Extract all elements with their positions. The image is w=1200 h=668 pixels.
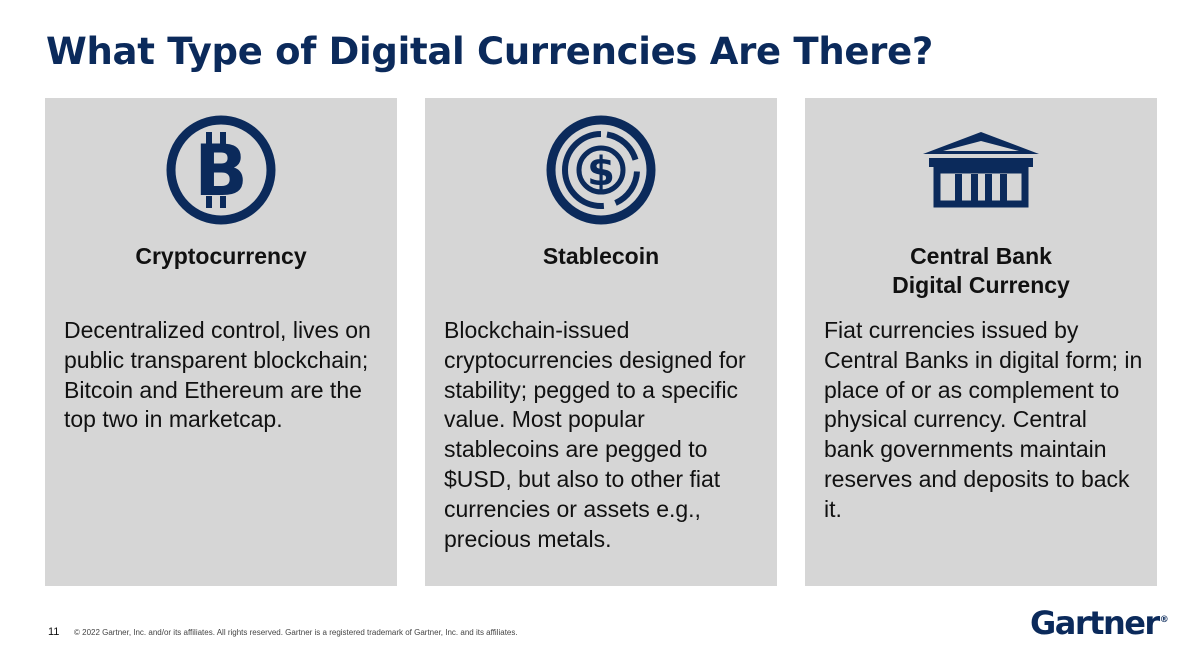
bitcoin-icon: B: [45, 114, 397, 226]
card-title: Stablecoin: [542, 243, 660, 269]
card-central-bank-digital-currency: Central Bank Digital Currency Fiat curre…: [805, 98, 1157, 586]
card-description: Decentralized control, lives on public t…: [64, 317, 371, 433]
svg-text:$: $: [587, 149, 615, 195]
stablecoin-dollar-icon: $: [425, 114, 777, 226]
card-title: Central Bank Digital Currency: [892, 243, 1070, 298]
registered-mark: ®: [1159, 615, 1169, 625]
card-title: Cryptocurrency: [135, 243, 307, 269]
logo-text: Gartner: [1030, 604, 1160, 642]
card-description: Blockchain-issued cryptocurrencies desig…: [444, 317, 746, 552]
bank-building-icon: [805, 114, 1157, 226]
card-stablecoin: $ Stablecoin Blockchain-issued cryptocur…: [425, 98, 777, 586]
page-number: 11: [48, 626, 60, 638]
copyright-notice: © 2022 Gartner, Inc. and/or its affiliat…: [74, 628, 518, 637]
page-title: What Type of Digital Currencies Are Ther…: [46, 30, 934, 73]
gartner-logo: Gartner®: [1030, 604, 1169, 642]
card-cryptocurrency: B Cryptocurrency Decentralized control, …: [45, 98, 397, 586]
card-description: Fiat currencies issued by Central Banks …: [824, 317, 1143, 522]
